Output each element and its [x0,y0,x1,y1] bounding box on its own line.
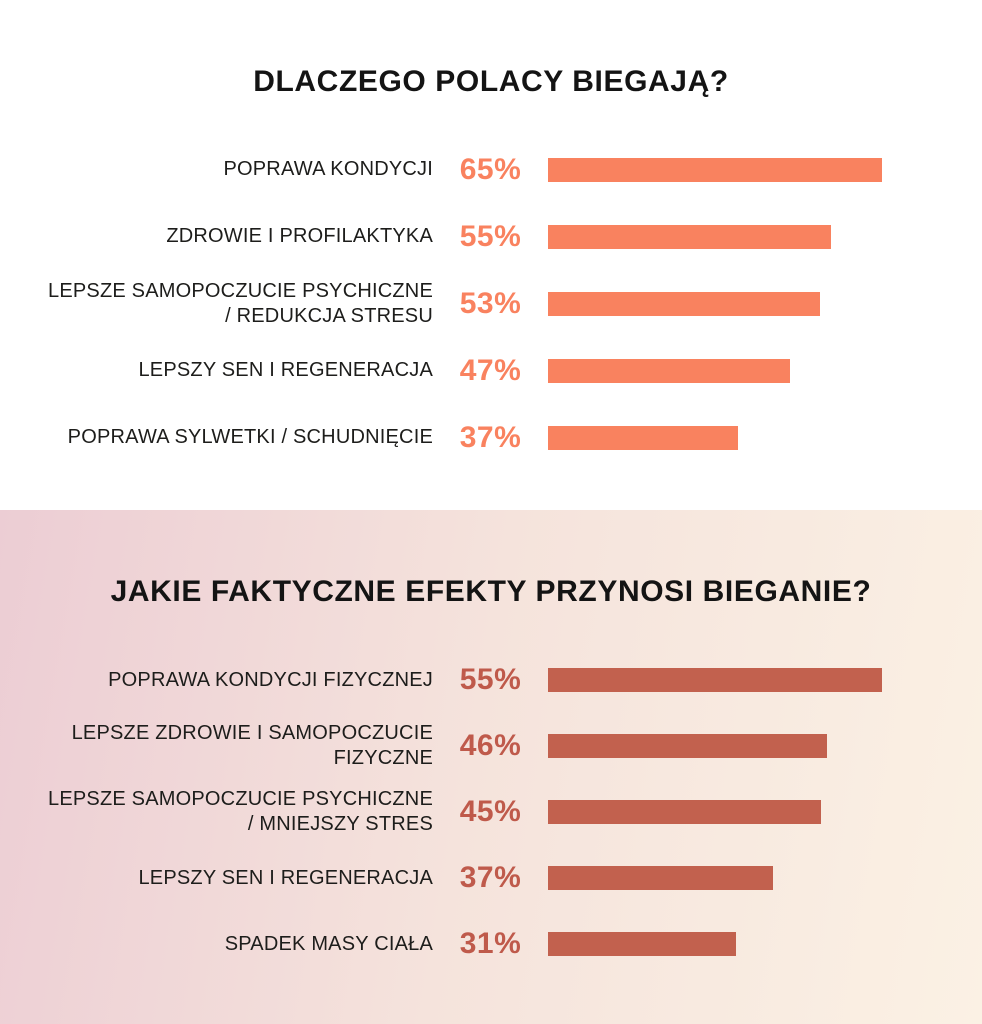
bar [548,291,820,316]
category-label: SPADEK MASY CIAŁA [224,932,433,955]
bar-track [548,425,982,450]
bar-track [548,932,982,956]
bar [548,668,882,692]
bar-track [548,358,982,383]
bar-track [548,157,982,182]
bar-row: POPRAWA KONDYCJI 65% [0,136,982,203]
value-label: 65% [459,152,522,186]
bar-row: POPRAWA SYLWETKI / SCHUDNIĘCIE 37% [0,404,982,471]
bar-track [548,224,982,249]
category-label: POPRAWA KONDYCJI FIZYCZNEJ [108,668,433,691]
bar [548,358,790,383]
bar-track [548,668,982,692]
value-label: 45% [459,795,522,828]
bar-row: LEPSZE SAMOPOCZUCIE PSYCHICZNE / MNIEJSZ… [0,779,982,845]
bar [548,932,736,956]
bar-row: LEPSZE ZDROWIE I SAMOPOCZUCIE FIZYCZNE 4… [0,713,982,779]
bar [548,224,831,249]
bar-track [548,291,982,316]
value-label: 37% [459,861,522,894]
bar-track [548,800,982,824]
value-label: 53% [459,286,522,320]
bar [548,157,882,182]
bar-chart-running-effects: POPRAWA KONDYCJI FIZYCZNEJ 55% LEPSZE ZD… [0,647,982,977]
bar-row: LEPSZY SEN I REGENERACJA 37% [0,845,982,911]
category-label: LEPSZE ZDROWIE I SAMOPOCZUCIE FIZYCZNE [71,722,433,769]
category-label: LEPSZE SAMOPOCZUCIE PSYCHICZNE / MNIEJSZ… [48,788,433,835]
category-label: LEPSZE SAMOPOCZUCIE PSYCHICZNE / REDUKCJ… [48,279,433,327]
category-label: POPRAWA KONDYCJI [223,158,433,180]
value-label: 55% [459,663,522,696]
bar-row: LEPSZY SEN I REGENERACJA 47% [0,337,982,404]
bar-row: ZDROWIE I PROFILAKTYKA 55% [0,203,982,270]
category-label: POPRAWA SYLWETKI / SCHUDNIĘCIE [67,426,433,448]
bar-chart-why-poles-run: POPRAWA KONDYCJI 65% ZDROWIE I PROFILAKT… [0,136,982,471]
bar-track [548,866,982,890]
value-label: 55% [459,219,522,253]
value-label: 31% [459,927,522,960]
category-label: LEPSZY SEN I REGENERACJA [138,866,433,889]
bar-row: SPADEK MASY CIAŁA 31% [0,911,982,977]
bar [548,800,821,824]
bar [548,425,738,450]
bar-row: POPRAWA KONDYCJI FIZYCZNEJ 55% [0,647,982,713]
chart-title-running-effects: JAKIE FAKTYCZNE EFEKTY PRZYNOSI BIEGANIE… [110,575,872,608]
bar [548,734,827,758]
chart-section-why-poles-run: DLACZEGO POLACY BIEGAJĄ? POPRAWA KONDYCJ… [0,0,982,510]
value-label: 46% [459,729,522,762]
bar [548,866,773,890]
value-label: 37% [459,420,522,454]
category-label: LEPSZY SEN I REGENERACJA [138,359,433,381]
bar-track [548,734,982,758]
chart-section-running-effects: JAKIE FAKTYCZNE EFEKTY PRZYNOSI BIEGANIE… [0,510,982,1024]
bar-row: LEPSZE SAMOPOCZUCIE PSYCHICZNE / REDUKCJ… [0,270,982,337]
value-label: 47% [459,353,522,387]
category-label: ZDROWIE I PROFILAKTYKA [166,225,433,247]
chart-title-why-poles-run: DLACZEGO POLACY BIEGAJĄ? [253,65,729,98]
